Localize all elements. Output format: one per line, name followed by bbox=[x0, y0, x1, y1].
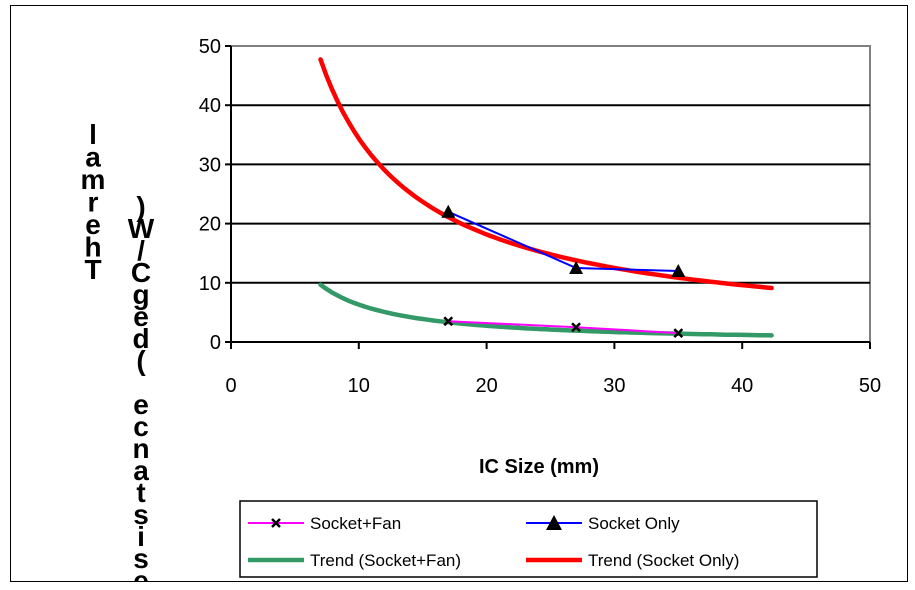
legend-box bbox=[239, 500, 818, 578]
series-1 bbox=[441, 204, 686, 277]
y-label-char: e bbox=[133, 301, 149, 332]
trend-line-3 bbox=[318, 57, 774, 291]
tick-labels: 0 10 20 30 40 50 0 10 20 30 40 50 bbox=[199, 36, 881, 397]
data-point-1-0 bbox=[441, 204, 456, 218]
series-3 bbox=[318, 57, 774, 291]
axes bbox=[225, 45, 871, 349]
y-label-char: e bbox=[85, 209, 101, 240]
legend-label-1: Socket Only bbox=[588, 514, 680, 533]
y-tick-label-20: 20 bbox=[199, 214, 221, 236]
legend-marker bbox=[271, 518, 281, 528]
y-label-char: C bbox=[131, 257, 151, 288]
x-tick-label-40: 40 bbox=[731, 375, 753, 397]
legend-item-1: Socket Only bbox=[526, 514, 680, 533]
legend-marker bbox=[546, 515, 562, 530]
y-label-char: s bbox=[133, 543, 149, 574]
y-label-char: T bbox=[84, 254, 101, 285]
data-point-1-2 bbox=[671, 263, 686, 277]
y-label-char: e bbox=[133, 389, 149, 420]
y-label-char: e bbox=[133, 565, 149, 581]
legend-item-3: Trend (Socket Only) bbox=[526, 551, 739, 570]
y-label-char: t bbox=[136, 477, 145, 508]
y-tick-label-40: 40 bbox=[199, 95, 221, 117]
y-tick-label-0: 0 bbox=[210, 332, 221, 354]
data-point-0-1 bbox=[571, 322, 581, 333]
legend: Socket+Fan Socket Only Trend (Socket+Fan) T… bbox=[239, 500, 818, 578]
x-tick-label-30: 30 bbox=[603, 375, 625, 397]
y-label-char: g bbox=[132, 279, 149, 310]
legend-label-0: Socket+Fan bbox=[310, 514, 401, 533]
legend-item-0: Socket+Fan bbox=[248, 514, 401, 533]
data-point-0-0 bbox=[443, 316, 454, 327]
y-tick-label-30: 30 bbox=[199, 154, 221, 176]
plot-area bbox=[230, 45, 871, 343]
y-label-char: W bbox=[128, 213, 155, 244]
y-tick-label-50: 50 bbox=[199, 36, 221, 58]
y-label-char: s bbox=[133, 499, 149, 530]
y-label-char: a bbox=[133, 455, 149, 486]
trend-line-2 bbox=[318, 282, 774, 338]
y-label-char: r bbox=[88, 187, 99, 218]
y-label-char: h bbox=[84, 232, 101, 263]
y-label-char: m bbox=[81, 164, 106, 195]
data-point-1-1 bbox=[569, 261, 584, 274]
x-tick-label-0: 0 bbox=[225, 375, 236, 397]
x-tick-label-20: 20 bbox=[475, 375, 497, 397]
legend-label-2: Trend (Socket+Fan) bbox=[310, 551, 461, 570]
y-label-char: i bbox=[137, 521, 145, 552]
legend-item-2: Trend (Socket+Fan) bbox=[248, 551, 461, 570]
marker-stroke bbox=[571, 322, 581, 333]
y-label-char: d bbox=[132, 323, 149, 354]
y-label-char: a bbox=[85, 142, 101, 173]
series-0 bbox=[443, 316, 684, 339]
x-tick-label-50: 50 bbox=[859, 375, 881, 397]
series-2 bbox=[318, 282, 774, 338]
data-point-0-2 bbox=[673, 328, 684, 339]
plot-background bbox=[230, 45, 871, 343]
y-label-char: ) bbox=[136, 191, 145, 222]
marker-stroke bbox=[673, 328, 684, 339]
legend-label-3: Trend (Socket Only) bbox=[588, 551, 739, 570]
y-label-char: ( bbox=[136, 345, 146, 376]
x-axis-label: IC Size (mm) bbox=[479, 456, 599, 478]
y-label-char: c bbox=[133, 411, 149, 442]
x-tick-label-10: 10 bbox=[348, 375, 370, 397]
series-layer bbox=[318, 57, 774, 339]
marker-stroke bbox=[443, 316, 454, 327]
y-label-char: n bbox=[132, 433, 149, 464]
y-label-char: / bbox=[137, 235, 145, 266]
y-tick-label-10: 10 bbox=[199, 273, 221, 295]
y-label-char: l bbox=[89, 119, 97, 150]
